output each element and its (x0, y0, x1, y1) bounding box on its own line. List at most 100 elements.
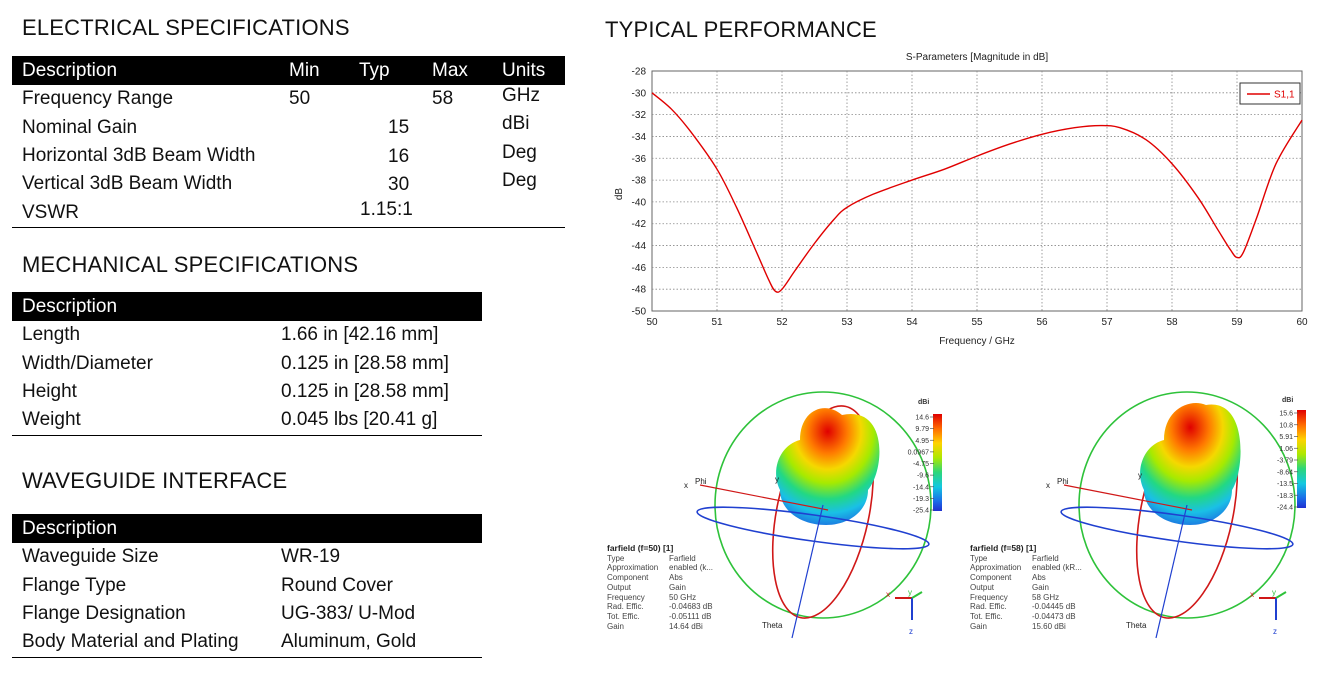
property-key: Tot. Effic. (607, 611, 640, 621)
property-value: 15.60 dBi (1032, 621, 1066, 631)
property-key: Gain (607, 621, 624, 631)
cell-description: Flange Designation (22, 602, 186, 624)
property-row: Frequency 50 GHz (607, 593, 713, 603)
phi-circle (771, 405, 875, 619)
series-line (651, 92, 1303, 293)
col-description: Description (22, 517, 118, 539)
property-value: enabled (kR... (1032, 563, 1082, 573)
property-value: 58 GHz (1032, 592, 1060, 602)
y-tick-label: -38 (632, 176, 647, 187)
x-tick-label: 51 (711, 317, 723, 328)
x-label: x (1046, 481, 1050, 490)
cell-description: Frequency Range (22, 88, 174, 110)
table-row: Length 1.66 in [42.16 mm] (12, 321, 482, 349)
property-key: Frequency (607, 592, 645, 602)
scale-label: 4.95 (915, 438, 929, 445)
scale-unit: dBi (1282, 397, 1293, 404)
farfield-title: farfield (f=58) [1] (970, 543, 1037, 553)
property-value: Farfield (669, 553, 696, 563)
cell-description: VSWR (22, 201, 79, 223)
x-tick-label: 57 (1101, 317, 1113, 328)
grid (652, 71, 1302, 311)
farfield-title: farfield (f=50) [1] (607, 543, 674, 553)
y-tick-label: -44 (632, 241, 647, 252)
scale-label: 1.06 (1279, 446, 1293, 453)
x-tick-label: 53 (841, 317, 853, 328)
scale-label: 0.0967 (908, 449, 930, 456)
horizon-ellipse (1060, 506, 1294, 550)
property-key: Output (607, 582, 632, 592)
x-tick-label: 54 (906, 317, 918, 328)
property-key: Type (970, 553, 988, 563)
scale-label: -9.6 (917, 473, 929, 480)
waveguide-rows: Waveguide Size WR-19 Flange Type Round Cove… (12, 543, 482, 658)
property-value: 14.64 dBi (669, 621, 703, 631)
property-value: 50 GHz (669, 592, 697, 602)
property-row: Component Abs (970, 573, 1082, 583)
farfield-right: Phi x y Theta x y z dBi 15.6 10.8 5.91 1.06… (1046, 391, 1306, 639)
property-row: Approximation enabled (kR... (970, 563, 1082, 573)
scale-label: -19.3 (913, 496, 929, 503)
x-tick-label: 56 (1036, 317, 1048, 328)
y-label: y (1138, 471, 1142, 480)
cell-value: Round Cover (281, 574, 393, 596)
property-row: Rad. Effic. -0.04445 dB (970, 602, 1082, 612)
x-tick-label: 59 (1231, 317, 1243, 328)
scale-label: -25.4 (913, 508, 929, 515)
scale-label: -3.79 (1277, 458, 1293, 465)
s-parameter-chart: S-Parameters [Magnitude in dB] 50 51 52 53 5… (614, 52, 1308, 347)
triad-y-label: y (1272, 588, 1276, 597)
cell-value: 1.66 in [42.16 mm] (281, 324, 439, 346)
farfield-right-info: farfield (f=58) [1] Type Farfield Approxim… (970, 543, 1082, 631)
y-tick-label: -40 (632, 197, 647, 208)
property-value: Gain (669, 582, 686, 592)
triad-z-label: z (909, 627, 913, 636)
property-key: Type (607, 553, 625, 563)
farfield-left-info: farfield (f=50) [1] Type Farfield Approxim… (607, 543, 713, 631)
cell-typ: 1.15:1 (360, 198, 413, 220)
cell-description: Vertical 3dB Beam Width (22, 173, 233, 195)
table-row: Vertical 3dB Beam Width 30 Deg (12, 170, 565, 198)
property-key: Gain (970, 621, 987, 631)
scale-label: -4.75 (913, 461, 929, 468)
property-value: -0.04683 dB (669, 602, 713, 612)
table-row: VSWR 1.15:1 (12, 199, 565, 227)
cell-description: Body Material and Plating (22, 631, 239, 653)
radiation-lobe (1140, 403, 1241, 525)
phi-label: Phi (695, 477, 707, 486)
x-axis-line (1063, 484, 1193, 511)
z-axis-line (791, 504, 824, 639)
electrical-header-row: Description Min Typ Max Units (12, 56, 565, 85)
legend: S1,1 (1239, 82, 1301, 105)
property-row: Type Farfield (607, 554, 713, 564)
cell-value: 0.125 in [28.58 mm] (281, 352, 449, 374)
waveguide-table: Description Waveguide Size WR-19 Flange Ty… (12, 514, 482, 658)
property-value: Farfield (1032, 553, 1059, 563)
property-value: enabled (k... (669, 563, 714, 573)
farfield-left: Phi x y Theta x y z dBi 14.6 9.79 4.95 0.09… (684, 391, 942, 639)
y-tick-label: -30 (632, 88, 647, 99)
property-row: Component Abs (607, 573, 713, 583)
axis-triad: x y z (1250, 588, 1287, 636)
triad-z-label: z (1273, 627, 1277, 636)
mechanical-heading: MECHANICAL SPECIFICATIONS (22, 252, 359, 277)
cell-min: 50 (289, 88, 311, 110)
property-value: -0.04445 dB (1032, 602, 1076, 612)
cell-units: Deg (502, 170, 537, 192)
x-tick-label: 50 (646, 317, 658, 328)
mechanical-header-row: Description (12, 292, 482, 321)
property-key: Approximation (970, 563, 1022, 573)
cell-description: Width/Diameter (22, 352, 153, 374)
z-axis-line (1155, 504, 1188, 639)
mechanical-table: Description Length 1.66 in [42.16 mm] Widt… (12, 292, 482, 436)
x-tick-label: 60 (1296, 317, 1308, 328)
scale-label: -13.5 (1277, 481, 1293, 488)
col-units: Units (502, 59, 546, 81)
property-row: Rad. Effic. -0.04683 dB (607, 602, 713, 612)
property-row: Approximation enabled (k... (607, 563, 713, 573)
theta-label: Theta (762, 621, 783, 630)
cell-value: 0.125 in [28.58 mm] (281, 380, 449, 402)
electrical-table: Description Min Typ Max Units Frequency … (12, 56, 565, 228)
property-value: -0.05111 dB (669, 611, 712, 621)
cell-value: 0.045 lbs [20.41 g] (281, 409, 438, 431)
